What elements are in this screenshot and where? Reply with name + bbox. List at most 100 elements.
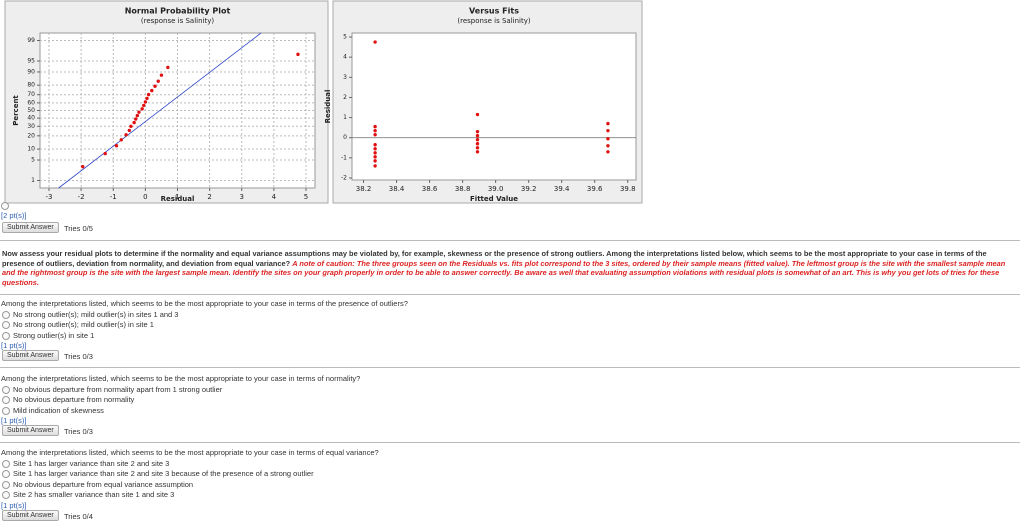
radio[interactable] — [2, 385, 10, 394]
submit-button[interactable]: Submit Answer — [2, 350, 59, 361]
y-axis-label: Percent — [12, 95, 20, 126]
x-tick-label: 0 — [143, 193, 147, 201]
tries: Tries 0/3 — [64, 352, 93, 361]
y-tick-label: 70 — [27, 91, 35, 98]
y-tick-label: 4 — [343, 54, 347, 61]
y-tick-label: 2 — [343, 94, 347, 101]
y-tick-label: 1 — [31, 177, 35, 184]
point — [137, 110, 141, 114]
point — [475, 146, 480, 150]
point — [475, 112, 480, 117]
option: No strong outlier(s); mild outlier(s) in… — [13, 309, 179, 319]
point — [475, 138, 480, 142]
x-tick-label: 39.6 — [587, 185, 603, 193]
tries: Tries 0/3 — [64, 427, 93, 436]
radio[interactable] — [2, 310, 10, 319]
point — [373, 40, 377, 44]
point — [166, 65, 170, 70]
tries: Tries 0/4 — [64, 511, 93, 521]
x-tick-label: 38.4 — [389, 185, 405, 193]
submit-button[interactable]: Submit Answer — [2, 222, 59, 233]
point — [140, 107, 144, 111]
chart-subtitle: (response is Salinity) — [141, 17, 214, 25]
radio[interactable] — [2, 491, 10, 499]
option: No obvious departure from normality apar… — [13, 384, 223, 394]
option: No strong outlier(s); mild outlier(s) in… — [13, 320, 154, 329]
x-tick-label: 2 — [207, 193, 211, 201]
point — [606, 150, 610, 154]
point — [153, 84, 157, 88]
x-tick-label: 1 — [175, 193, 179, 201]
y-tick-label: 60 — [27, 99, 35, 106]
option: Strong outlier(s) in site 1 — [13, 330, 95, 340]
x-tick-label: 3 — [240, 193, 244, 201]
x-tick-label: 5 — [304, 193, 308, 201]
point — [146, 92, 151, 97]
radio[interactable] — [2, 459, 10, 468]
y-tick-label: 20 — [27, 132, 35, 139]
y-axis-label: Residual — [324, 90, 332, 124]
point — [373, 128, 377, 133]
radio[interactable] — [2, 480, 10, 489]
point — [373, 155, 377, 159]
y-tick-label: 1 — [343, 114, 347, 121]
reference-line — [58, 32, 262, 189]
tries: Tries 0/5 — [64, 224, 93, 233]
radio[interactable] — [1, 202, 9, 210]
y-tick-label: 90 — [27, 68, 35, 75]
point — [143, 100, 148, 104]
points: [2 pt(s)] — [1, 211, 27, 220]
y-tick-label: 30 — [27, 123, 35, 130]
point — [81, 164, 85, 169]
point — [150, 88, 154, 93]
x-tick-label: -3 — [46, 193, 53, 201]
y-tick-label: 95 — [27, 58, 35, 65]
plot-area — [351, 32, 637, 181]
x-tick-label: 39.0 — [488, 185, 504, 193]
x-tick-label: 39.8 — [620, 185, 636, 193]
x-tick-label: -2 — [78, 193, 85, 201]
y-tick-label: 50 — [27, 107, 35, 114]
point — [373, 132, 377, 137]
radio[interactable] — [2, 331, 10, 340]
point — [132, 120, 136, 125]
instructions-text: Now assess your residual plots to determ… — [2, 249, 987, 268]
charts: Normal Probability Plot(response is Sali… — [4, 0, 643, 204]
chart-subtitle: (response is Salinity) — [457, 17, 530, 25]
x-tick-label: 38.2 — [356, 185, 372, 193]
radio[interactable] — [2, 406, 10, 415]
point — [145, 96, 149, 101]
y-tick-label: 5 — [31, 156, 35, 163]
y-tick-label: 3 — [343, 74, 347, 81]
point — [124, 133, 128, 137]
submit-button[interactable]: Submit Answer — [2, 425, 59, 436]
x-tick-label: -1 — [110, 193, 117, 201]
y-tick-label: 5 — [343, 34, 347, 41]
option: No obvious departure from normality — [13, 395, 135, 404]
y-tick-label: 0 — [343, 134, 347, 141]
option: Site 1 has larger variance than site 2 a… — [13, 469, 314, 478]
point — [475, 142, 480, 146]
radio[interactable] — [2, 321, 10, 329]
x-tick-label: 39.2 — [521, 185, 537, 193]
radio[interactable] — [2, 396, 10, 404]
radio[interactable] — [2, 470, 10, 478]
option: Mild indication of skewness — [13, 405, 104, 415]
submit-button[interactable]: Submit Answer — [2, 509, 59, 521]
point — [373, 124, 377, 129]
point — [119, 138, 123, 142]
x-tick-label: 38.8 — [455, 185, 471, 193]
point — [142, 103, 146, 108]
option: Site 2 has smaller variance than site 1 … — [13, 490, 175, 499]
question-prompt: Among the interpretations listed, which … — [1, 374, 361, 383]
point — [127, 128, 132, 133]
point — [606, 128, 610, 133]
option: No obvious departure from equal variance… — [13, 479, 194, 489]
divider — [0, 240, 1020, 241]
point — [606, 144, 610, 148]
point — [475, 129, 480, 134]
y-tick-label: -1 — [341, 154, 347, 161]
question-prompt: Among the interpretations listed, which … — [1, 448, 379, 457]
point — [373, 147, 377, 151]
